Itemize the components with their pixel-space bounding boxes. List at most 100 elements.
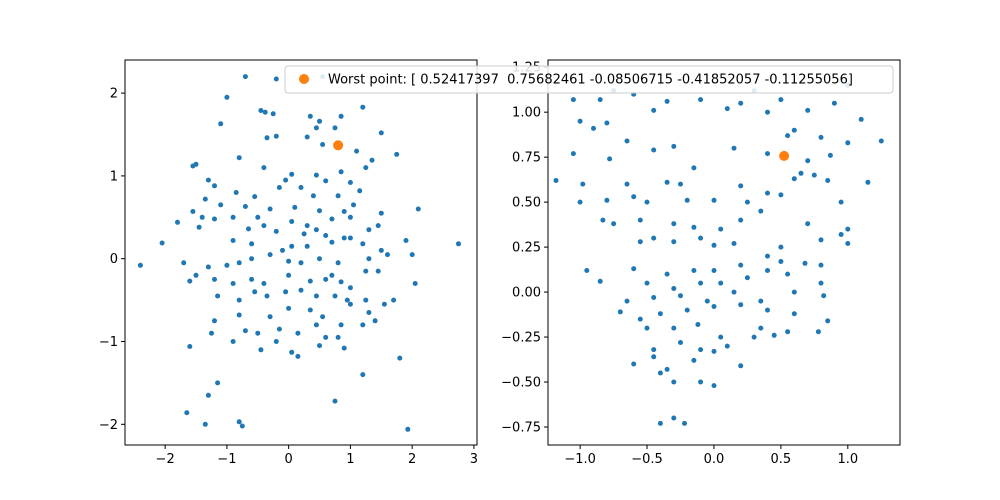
right-y-tick-label: 1.00	[512, 106, 541, 121]
left-data-point	[205, 177, 211, 183]
left-data-point	[375, 268, 381, 274]
right-data-point	[624, 181, 630, 187]
right-data-point	[724, 343, 730, 349]
right-data-point	[657, 311, 663, 317]
right-data-point	[785, 133, 791, 139]
left-data-point	[310, 193, 316, 199]
right-data-point	[651, 235, 657, 241]
right-data-point	[651, 347, 657, 353]
right-data-point	[584, 268, 590, 273]
right-data-point	[771, 332, 777, 338]
left-data-point	[317, 256, 322, 262]
right-data-point	[791, 127, 797, 133]
right-data-point	[818, 262, 824, 268]
left-worst-point-marker	[333, 140, 344, 151]
left-data-point	[307, 113, 313, 119]
left-data-point	[236, 297, 242, 303]
right-data-point	[631, 361, 637, 367]
left-data-point	[298, 185, 304, 190]
left-data-point	[313, 322, 319, 328]
right-data-point	[785, 271, 791, 277]
left-data-point	[381, 301, 387, 307]
right-data-point	[597, 278, 603, 284]
right-data-point	[691, 224, 697, 230]
left-data-point	[366, 256, 372, 262]
right-data-point	[651, 295, 657, 300]
right-data-point	[698, 379, 704, 385]
right-x-tick-label: −0.5	[631, 452, 663, 467]
left-data-point	[255, 330, 261, 336]
left-data-point	[246, 226, 251, 232]
right-data-point	[580, 181, 586, 187]
legend-box	[284, 65, 894, 94]
right-data-point	[711, 383, 717, 389]
right-data-point	[664, 366, 670, 372]
left-data-point	[289, 219, 295, 224]
left-data-point	[286, 258, 292, 264]
right-data-point	[838, 232, 844, 237]
left-data-point	[236, 312, 242, 318]
right-data-point	[591, 125, 596, 131]
left-data-point	[323, 178, 329, 184]
left-y-tick-label: 0	[110, 252, 118, 267]
left-data-point	[335, 193, 341, 199]
right-data-point	[845, 140, 851, 146]
left-data-point	[456, 241, 461, 247]
right-data-point	[744, 275, 750, 281]
right-data-point	[624, 298, 630, 304]
left-data-point	[205, 264, 211, 270]
left-data-point	[298, 287, 304, 293]
right-axis-ticks: −1.0 −0.5 0.0 0.5 1.0 −0.75 −0.50 −0.25 0.00 0.25…	[501, 61, 858, 467]
right-data-point	[624, 138, 630, 144]
right-data-point	[738, 262, 744, 268]
left-data-point	[323, 334, 329, 340]
left-data-point	[212, 216, 217, 222]
right-data-point	[778, 244, 784, 250]
left-data-point	[394, 151, 400, 157]
right-data-point	[738, 217, 744, 223]
left-data-point	[270, 111, 276, 117]
right-data-point	[678, 181, 683, 187]
right-data-point	[604, 197, 610, 203]
right-data-point	[684, 307, 690, 313]
right-data-point	[765, 268, 770, 273]
left-data-points	[137, 74, 461, 432]
right-scatter-panel: −1.0 −0.5 0.0 0.5 1.0 −0.75 −0.50 −0.25 0.00 0.25…	[501, 59, 901, 467]
right-data-point	[838, 199, 844, 205]
left-axis-ticks: −2 −1 0 1 2 3 −2 −1 0 1 2	[99, 87, 478, 467]
left-data-point	[230, 214, 236, 220]
left-data-point	[329, 216, 335, 222]
right-data-point	[765, 253, 770, 259]
right-data-point	[805, 221, 811, 227]
right-data-point	[684, 197, 690, 203]
left-data-point	[289, 349, 295, 355]
right-data-point	[711, 304, 717, 309]
left-data-point	[159, 240, 165, 246]
right-data-point	[691, 357, 697, 363]
left-data-point	[332, 125, 338, 131]
right-data-point	[695, 322, 701, 327]
left-data-point	[280, 247, 285, 253]
left-data-point	[347, 180, 353, 185]
right-data-point	[664, 98, 670, 104]
right-data-point	[682, 420, 687, 426]
left-data-point	[184, 410, 190, 416]
left-data-point	[242, 328, 248, 334]
right-data-point	[657, 370, 663, 376]
right-y-tick-label: −0.25	[501, 331, 541, 346]
left-data-point	[372, 318, 378, 324]
right-data-point	[611, 221, 617, 227]
left-data-point	[233, 190, 239, 195]
left-axes-frame	[124, 59, 478, 446]
left-x-tick-label: −2	[156, 452, 175, 467]
right-data-point	[711, 197, 717, 203]
right-data-point	[617, 309, 623, 315]
left-data-point	[175, 219, 180, 225]
left-data-point	[391, 297, 397, 303]
right-data-point	[765, 109, 770, 115]
right-x-tick-label: −1.0	[564, 452, 596, 467]
left-data-point	[273, 76, 279, 82]
left-data-point	[338, 169, 344, 175]
right-data-point	[607, 156, 613, 162]
right-data-point	[758, 298, 764, 304]
